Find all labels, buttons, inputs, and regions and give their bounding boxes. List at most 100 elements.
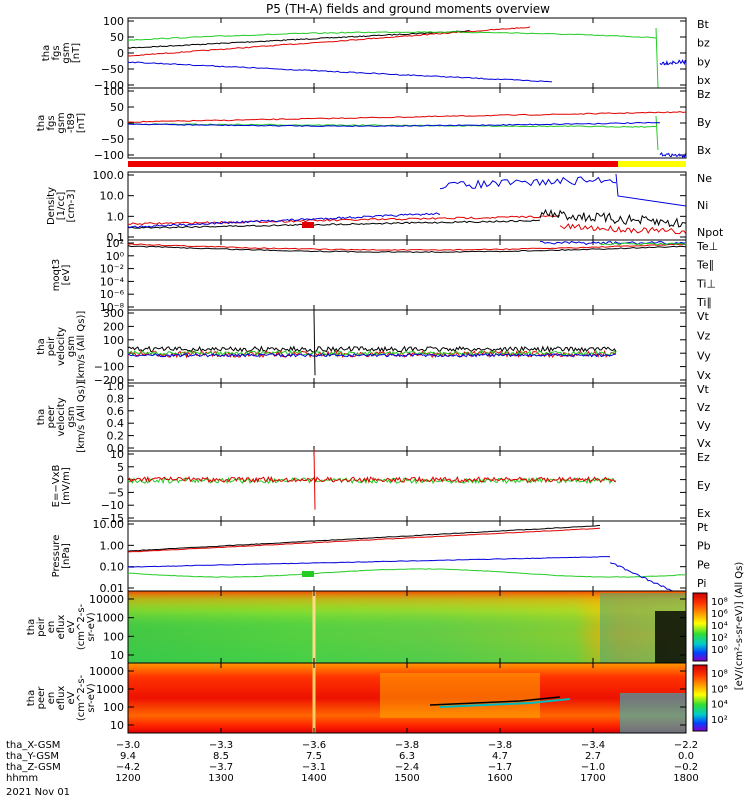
- ylabel-line: [cm-3]: [66, 189, 77, 222]
- ytick-label: 10.00: [93, 518, 125, 531]
- legend-Vx: Vx: [697, 369, 712, 382]
- series-Ni-late: [539, 208, 687, 228]
- series-Bx: [127, 121, 661, 128]
- ytick-label: −15: [101, 512, 124, 525]
- ytick-label: 50: [110, 101, 124, 114]
- ylabel-line: eV: [66, 691, 77, 704]
- ylabel-line: velocity: [56, 327, 67, 366]
- ylabel: Pressure [nPa]: [51, 535, 72, 578]
- legend-Vz: Vz: [697, 401, 711, 414]
- ytick-label: −5: [108, 486, 124, 499]
- panel-frame: [127, 520, 687, 592]
- legend-by: by: [697, 55, 711, 68]
- colorbar-label: [eV/(cm²-s-sr-eV)] (All Qs): [734, 562, 745, 691]
- panel-peer_spec: 10000 1000 100 10 tha peer en eflux eV (cm^2-s-sr…: [26, 662, 728, 734]
- ylabel: E=−VxB [mV/m]: [51, 465, 72, 508]
- footer-value: −3.3: [209, 740, 233, 751]
- ytick-label: 0.1: [107, 231, 125, 244]
- legend-Ne: Ne: [697, 172, 712, 185]
- ytick-label: 1.0: [107, 380, 125, 393]
- legend-bx: bx: [697, 74, 711, 87]
- series-by-drop: [655, 27, 659, 89]
- ylabel-line: en: [46, 692, 57, 705]
- ylabel-line: sr-eV): [86, 683, 97, 712]
- footer-value: −1.7: [488, 762, 512, 773]
- ylabel-line: [1/cc]: [56, 192, 67, 221]
- ytick-label: 10: [110, 649, 124, 662]
- ylabel-line: moqt3: [51, 259, 62, 292]
- legend-Ez: Ez: [697, 451, 710, 464]
- ylabel-line: (cm^2-s-: [76, 603, 87, 650]
- mode-bar-fast: [618, 161, 686, 167]
- ytick-label: 0: [117, 47, 124, 60]
- legend-Ex: Ex: [697, 507, 711, 520]
- colorbar-tick: 10⁸: [711, 597, 728, 608]
- ytick-label: 1000: [96, 612, 124, 625]
- legend-Te⊥: Te⊥: [696, 240, 718, 253]
- ylabel-line: [nT]: [71, 43, 82, 63]
- ytick-label: −10: [101, 499, 124, 512]
- footer-value: 7.5: [306, 751, 322, 762]
- ytick-label: 10⁰: [106, 250, 125, 263]
- ylabel: tha fgs gsm [nT]: [41, 42, 82, 63]
- ephemeris-footer: tha_X-GSM −3.0 −3.3 −3.6 −3.8 −3.8 −3.4 −2.2 tha…: [6, 740, 699, 798]
- footer-value: −0.2: [674, 762, 698, 773]
- footer-value: 1700: [580, 773, 605, 784]
- ytick-label: −100: [94, 79, 124, 92]
- footer-value: −3.0: [116, 740, 140, 751]
- ylabel-line: Density: [46, 187, 57, 225]
- footer-value: −2.2: [674, 740, 698, 751]
- ytick-label: 0: [117, 347, 124, 360]
- footer-value: 1300: [208, 773, 233, 784]
- legend-Npot: Npot: [697, 226, 724, 239]
- ytick-label: 0.2: [107, 430, 125, 443]
- panel-peer_velocity: 1.00.80.60.40.20.0 tha peer velocity gsm [km/…: [36, 380, 712, 455]
- series-Bx-late: [659, 152, 687, 158]
- series-bx: [127, 61, 552, 83]
- series-bz: [127, 26, 531, 57]
- footer-value: 4.7: [492, 751, 508, 762]
- series-Ez: [127, 475, 617, 484]
- series-Npot: [127, 212, 441, 229]
- series-By-drop: [655, 115, 659, 151]
- panel-peir_spec: 10000 1000 100 10 tha peir en eflux eV (cm^2-s-sr…: [26, 590, 728, 664]
- ytick-label: 100: [103, 15, 124, 28]
- series-Ti-par: [599, 242, 687, 246]
- velocity-spike: [313, 313, 316, 376]
- footer-label: hhmm: [6, 773, 38, 784]
- footer-value: −3.8: [395, 740, 419, 751]
- ytick-label: 10⁻⁴: [100, 275, 125, 288]
- panel-fgs: 100 50 0 −50 −100 tha fgs gsm [nT] Bt bz by bx: [41, 15, 711, 92]
- footer-value: −4.2: [116, 762, 140, 773]
- ylabel-line: gsm: [56, 112, 67, 133]
- ytick-label: 50: [110, 31, 124, 44]
- ytick-label: −50: [101, 63, 124, 76]
- mode-bar-slow: [128, 161, 618, 167]
- legend-Bz: Bz: [697, 88, 711, 101]
- ylabel-line: eflux: [56, 615, 67, 640]
- series-Pb: [127, 527, 601, 553]
- colorbar-tick: 10⁸: [711, 669, 728, 680]
- series-Npot-late: [615, 173, 687, 207]
- colorbar: [692, 664, 708, 732]
- series-Ni: [127, 219, 541, 229]
- ytick-label: 0: [117, 117, 124, 130]
- ytick-label: 0.10: [100, 561, 125, 574]
- colorbar-tick: 10⁴: [711, 621, 728, 632]
- colorbar-tick: 10⁰: [711, 645, 728, 656]
- series-Te-par: [127, 245, 687, 254]
- footer-value: −3.7: [209, 762, 233, 773]
- ytick-label: −100: [94, 361, 124, 374]
- ytick-label: 10000: [89, 593, 124, 606]
- ytick-label: 0.6: [107, 405, 125, 418]
- legend-Pt: Pt: [697, 521, 709, 534]
- ylabel-line: velocity: [56, 397, 67, 436]
- legend-Vt: Vt: [697, 383, 710, 396]
- ytick-label: 10.0: [100, 190, 125, 203]
- series-by: [127, 31, 657, 41]
- series-Vt: [127, 345, 617, 354]
- ylabel-line: peir: [46, 336, 57, 356]
- spectrogram-electron-late: [620, 693, 686, 733]
